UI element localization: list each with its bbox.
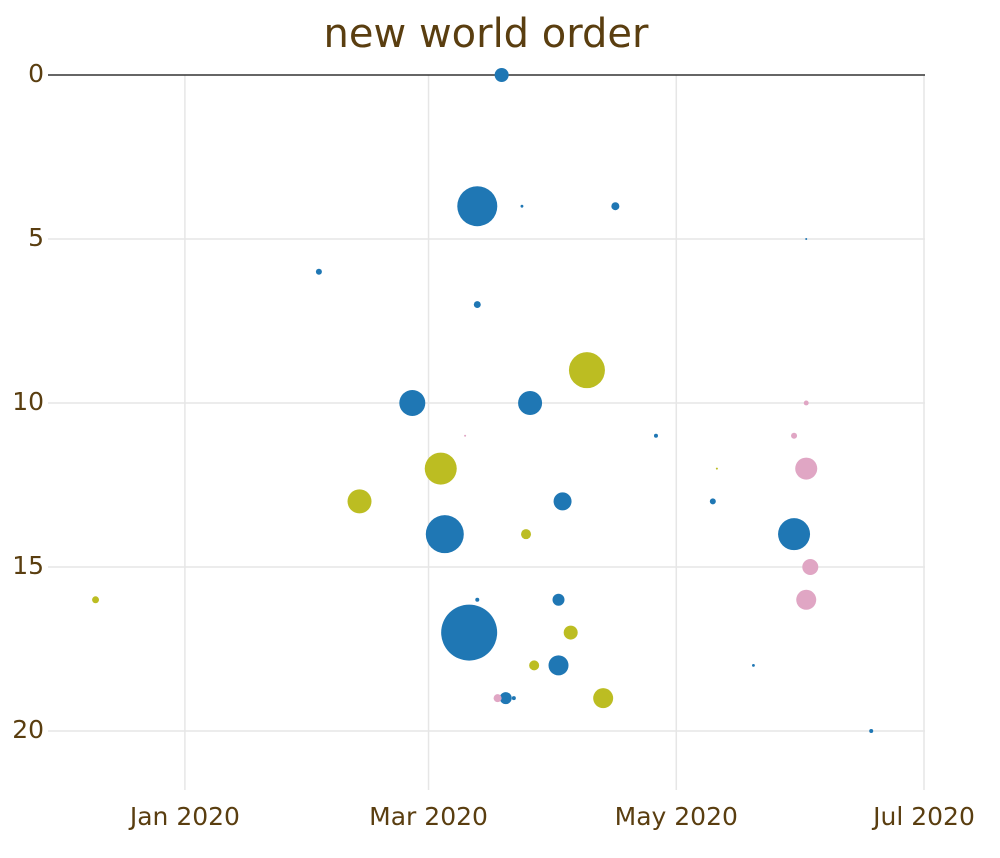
bubble [553, 492, 572, 511]
bubble [552, 593, 565, 606]
bubble [563, 625, 578, 640]
x-tick-label: Jul 2020 [871, 802, 975, 831]
y-tick-label: 5 [28, 223, 44, 252]
x-tick-label: Jan 2020 [128, 802, 240, 831]
bubble [520, 204, 524, 208]
bubble [653, 433, 658, 438]
bubble [493, 694, 502, 703]
bubble [778, 518, 811, 551]
bubble [511, 696, 516, 701]
bubble [709, 498, 716, 505]
bubble [802, 558, 819, 575]
bubble [424, 452, 457, 485]
bubble [473, 301, 481, 309]
bubble [869, 728, 874, 733]
bubble [796, 589, 817, 610]
grid [48, 74, 925, 790]
x-tick-label: May 2020 [615, 802, 738, 831]
bubble [548, 655, 569, 676]
bubble [464, 434, 467, 437]
bubble [803, 400, 809, 406]
bubble [457, 186, 498, 227]
bubble [752, 663, 755, 667]
bubble [795, 457, 818, 480]
chart-title: new world order [324, 11, 649, 57]
y-tick-label: 0 [28, 59, 44, 88]
bubble [805, 237, 808, 240]
x-tick-label: Mar 2020 [369, 802, 488, 831]
bubble [441, 604, 498, 661]
bubble [399, 389, 426, 416]
bubble [315, 268, 322, 275]
bubble [499, 692, 512, 705]
bubble [593, 688, 614, 709]
bubble [715, 467, 718, 470]
y-tick-label: 15 [12, 551, 44, 580]
y-tick-label: 20 [12, 715, 44, 744]
bubble [529, 660, 540, 671]
bubble [347, 489, 372, 514]
bubble [425, 515, 464, 554]
bubble [791, 432, 798, 439]
bubble [494, 68, 509, 82]
y-tick-label: 10 [12, 387, 44, 416]
bubble [518, 390, 543, 415]
bubble [611, 202, 620, 211]
bubble [475, 597, 480, 602]
bubble [521, 529, 532, 540]
bubble [568, 352, 605, 389]
marks [92, 68, 874, 733]
bubble [92, 596, 100, 604]
